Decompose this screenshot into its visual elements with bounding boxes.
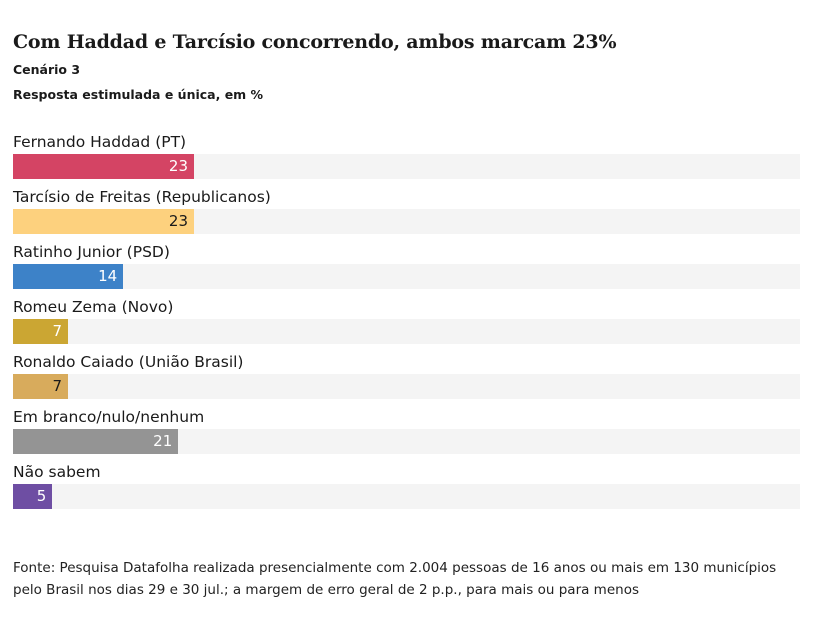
bar (13, 154, 194, 179)
bar-chart: Fernando Haddad (PT) 23 Tarcísio de Freita… (13, 132, 800, 517)
data-label: 5 (36, 487, 47, 505)
data-label: 23 (168, 157, 188, 175)
category-label: Fernando Haddad (PT) (13, 133, 187, 151)
bar-row: Romeu Zema (Novo) 7 (13, 297, 800, 352)
chart-subtitle: Cenário 3 (13, 62, 81, 77)
bar-track: 7 (13, 374, 800, 399)
category-label: Em branco/nulo/nenhum (13, 408, 205, 426)
bar-track: 23 (13, 209, 800, 234)
category-label: Tarcísio de Freitas (Republicanos) (13, 188, 271, 206)
category-label: Não sabem (13, 463, 101, 481)
bar (13, 374, 69, 399)
bar-track: 5 (13, 484, 800, 509)
bar-track: 23 (13, 154, 800, 179)
chart-note: Resposta estimulada e única, em % (13, 87, 264, 102)
category-label: Ratinho Junior (PSD) (13, 243, 170, 261)
data-label: 7 (52, 322, 63, 340)
chart-title: Com Haddad e Tarcísio concorrendo, ambos… (13, 31, 617, 53)
bar (13, 209, 194, 234)
data-label: 7 (52, 377, 63, 395)
data-label: 14 (98, 267, 118, 285)
bar-track: 7 (13, 319, 800, 344)
bar-row: Ratinho Junior (PSD) 14 (13, 242, 800, 297)
bar-row: Ronaldo Caiado (União Brasil) 7 (13, 352, 800, 407)
category-label: Romeu Zema (Novo) (13, 298, 174, 316)
bar (13, 264, 124, 289)
bar-row: Em branco/nulo/nenhum 21 (13, 407, 800, 462)
bar-row: Fernando Haddad (PT) 23 (13, 132, 800, 187)
bar (13, 429, 179, 454)
bar-track: 21 (13, 429, 800, 454)
data-label: 21 (153, 432, 173, 450)
bar-row: Tarcísio de Freitas (Republicanos) 23 (13, 187, 800, 242)
data-label: 23 (168, 212, 188, 230)
bar-track: 14 (13, 264, 800, 289)
bar-row: Não sabem 5 (13, 462, 800, 517)
bar (13, 484, 53, 509)
bar (13, 319, 69, 344)
category-label: Ronaldo Caiado (União Brasil) (13, 353, 244, 371)
source-note: Fonte: Pesquisa Datafolha realizada pres… (13, 560, 777, 598)
